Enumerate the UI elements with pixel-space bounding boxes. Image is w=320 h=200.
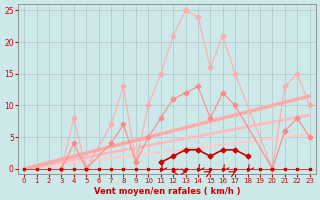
X-axis label: Vent moyen/en rafales ( km/h ): Vent moyen/en rafales ( km/h ) <box>94 187 240 196</box>
